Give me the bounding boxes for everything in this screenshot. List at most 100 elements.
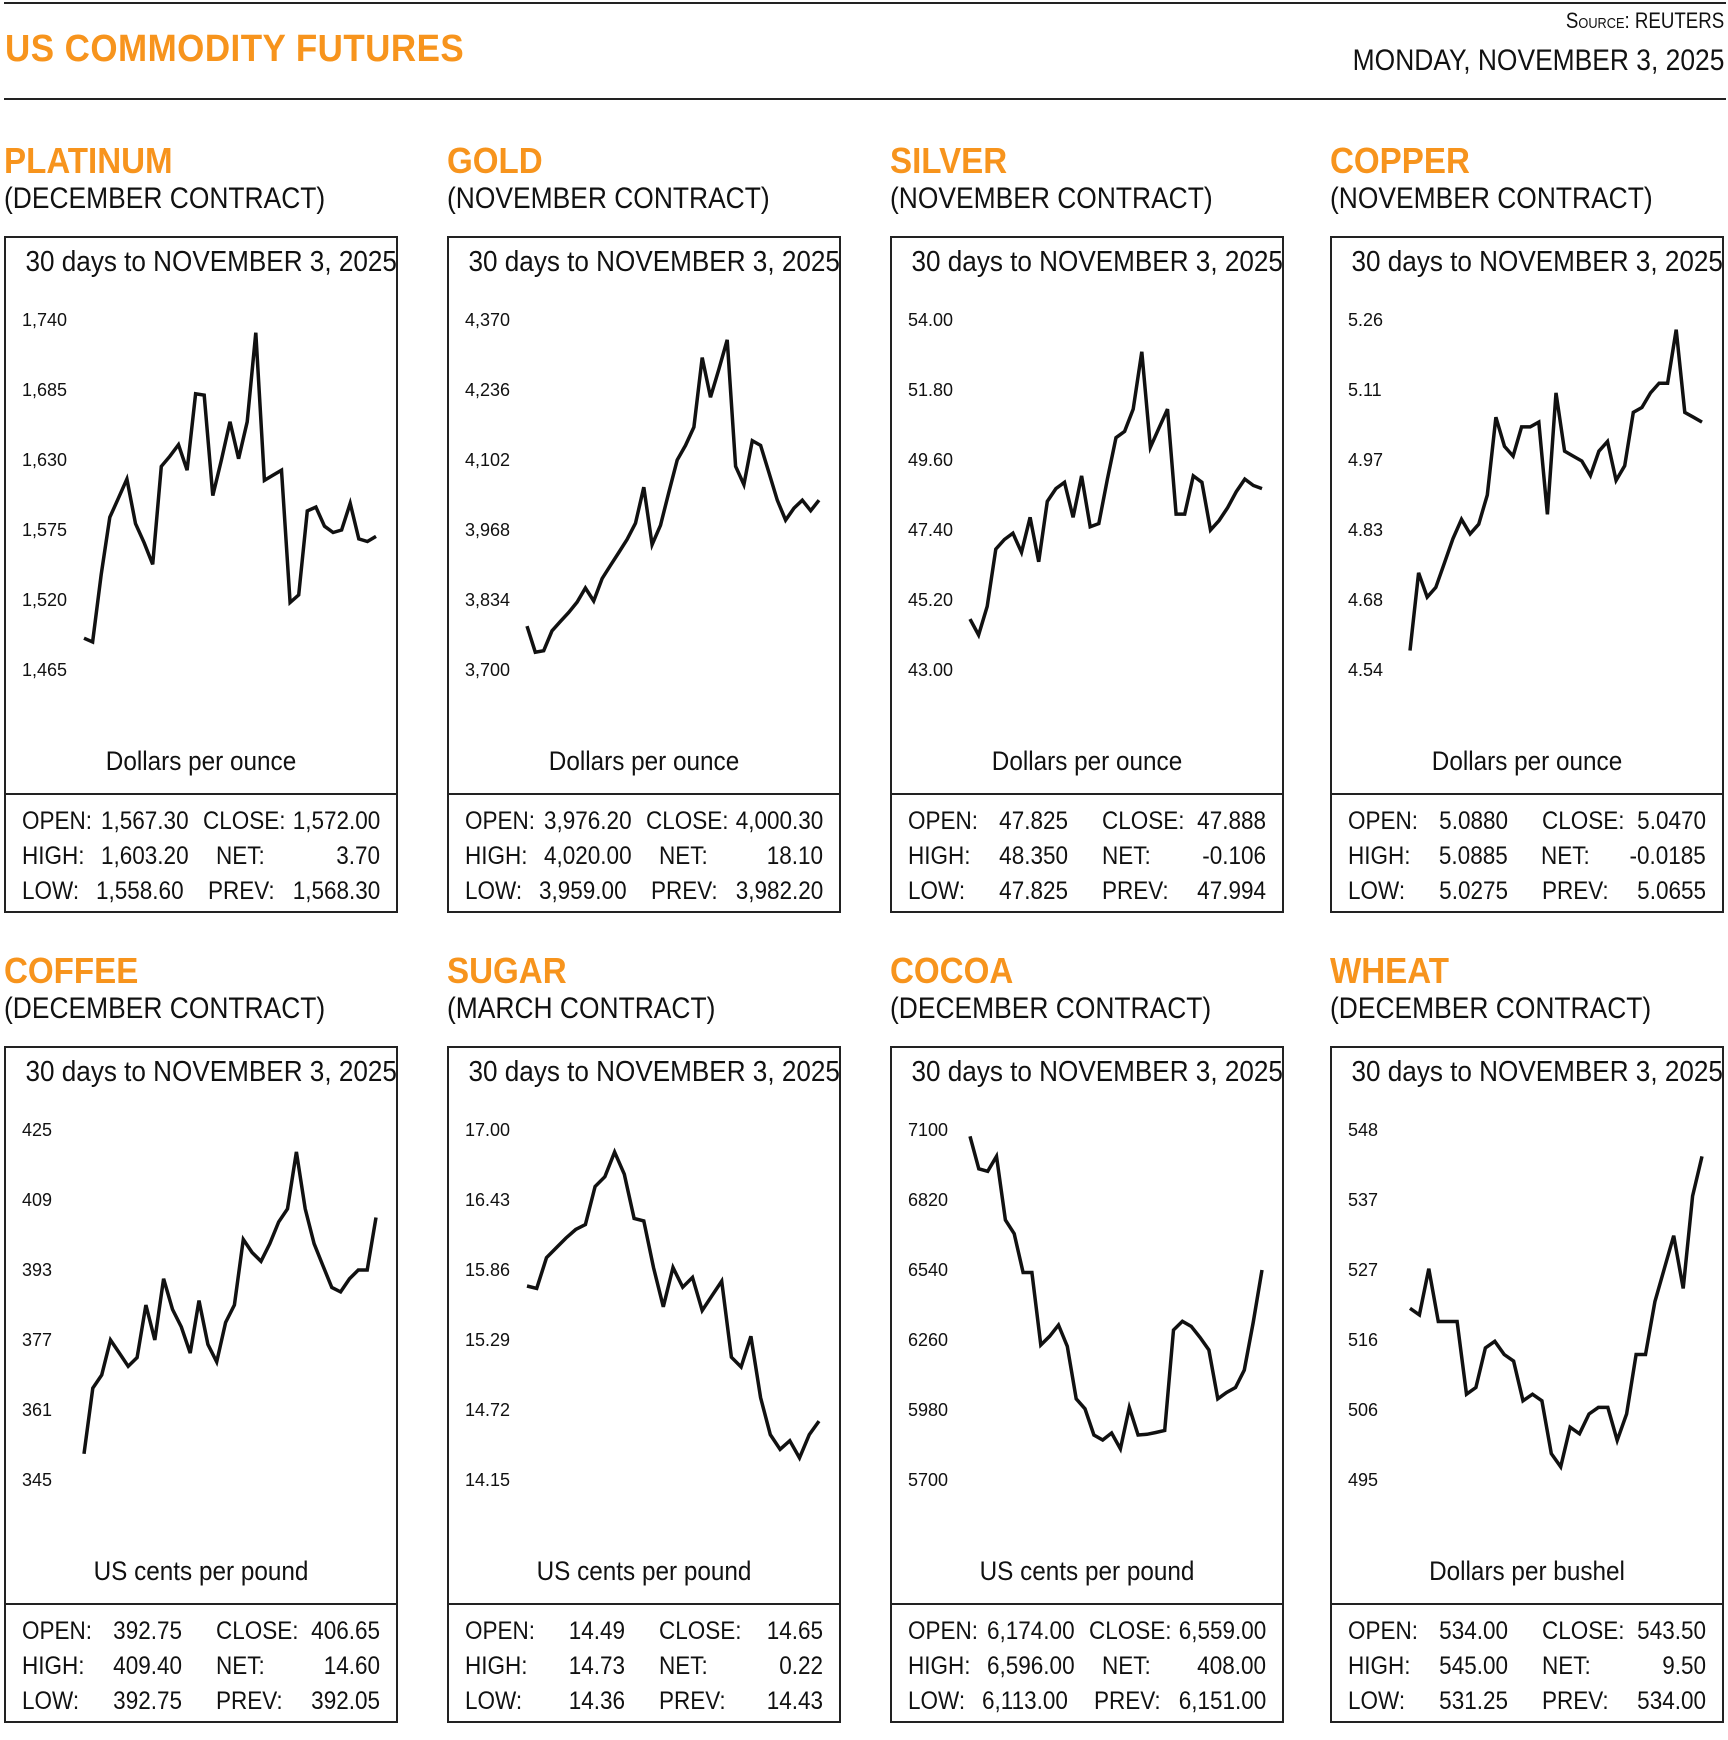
stats-divider — [892, 793, 1282, 795]
open-value: 392.75 — [101, 1617, 182, 1646]
y-tick-label: 393 — [22, 1260, 52, 1280]
stats-table: OPEN: 3,976.20 CLOSE: 4,000.30 HIGH: 4,0… — [465, 804, 823, 909]
unit-label: US cents per pound — [912, 1556, 1263, 1587]
stats-row-high: HIGH: 6,596.00 NET: 408.00 — [908, 1649, 1266, 1684]
y-tick-label: 4.83 — [1348, 520, 1383, 540]
high-value: 6,596.00 — [987, 1652, 1068, 1681]
unit-label: Dollars per ounce — [26, 746, 377, 777]
stats-divider — [6, 793, 396, 795]
low-value: 14.36 — [544, 1687, 625, 1716]
prev-label: PREV: — [1094, 1687, 1161, 1716]
close-value: 543.50 — [1630, 1617, 1706, 1646]
open-value: 47.825 — [987, 807, 1068, 836]
open-label: OPEN: — [465, 1617, 528, 1646]
panel-coffee: COFFEE (DECEMBER CONTRACT) 30 days to NO… — [4, 950, 404, 1740]
close-label: CLOSE: — [646, 807, 718, 836]
high-value: 409.40 — [101, 1652, 182, 1681]
net-label: NET: — [216, 842, 288, 871]
price-line — [970, 1136, 1262, 1449]
low-label: LOW: — [22, 1687, 85, 1716]
y-tick-label: 4.68 — [1348, 590, 1383, 610]
stats-row-low: LOW: 3,959.00 PREV: 3,982.20 — [465, 874, 823, 909]
stats-row-open: OPEN: 3,976.20 CLOSE: 4,000.30 — [465, 804, 823, 839]
stats-divider — [449, 793, 839, 795]
prev-label: PREV: — [1102, 877, 1174, 906]
stats-row-high: HIGH: 1,603.20 NET: 3.70 — [22, 839, 380, 874]
high-value: 4,020.00 — [544, 842, 625, 871]
y-tick-label: 537 — [1348, 1190, 1378, 1210]
high-value: 48.350 — [987, 842, 1068, 871]
open-label: OPEN: — [22, 1617, 85, 1646]
low-label: LOW: — [22, 877, 80, 906]
stats-row-open: OPEN: 14.49 CLOSE: 14.65 — [465, 1614, 823, 1649]
y-tick-label: 49.60 — [908, 450, 953, 470]
source-credit: Source: REUTERS — [1566, 8, 1724, 34]
stats-row-open: OPEN: 534.00 CLOSE: 543.50 — [1348, 1614, 1706, 1649]
unit-label: Dollars per bushel — [1352, 1556, 1703, 1587]
contract-label: (MARCH CONTRACT) — [447, 992, 715, 1026]
net-value: -0.106 — [1190, 842, 1266, 871]
stats-divider — [6, 1603, 396, 1605]
close-value: 47.888 — [1190, 807, 1266, 836]
chart-subtitle: 30 days to NOVEMBER 3, 2025 — [1352, 1056, 1703, 1089]
y-tick-label: 15.29 — [465, 1330, 510, 1350]
contract-label: (DECEMBER CONTRACT) — [890, 992, 1211, 1026]
net-value: 18.10 — [747, 842, 823, 871]
commodity-name: COCOA — [890, 950, 1013, 992]
stats-row-low: LOW: 5.0275 PREV: 5.0655 — [1348, 874, 1706, 909]
panel-platinum: PLATINUM (DECEMBER CONTRACT) 30 days to … — [4, 140, 404, 930]
price-line — [527, 1152, 819, 1458]
net-label: NET: — [1102, 842, 1174, 871]
price-line — [1410, 1156, 1702, 1466]
open-label: OPEN: — [465, 807, 528, 836]
y-tick-label: 1,575 — [22, 520, 67, 540]
commodity-name: SILVER — [890, 140, 1007, 182]
stats-divider — [1332, 1603, 1722, 1605]
y-tick-label: 1,520 — [22, 590, 67, 610]
stats-row-open: OPEN: 47.825 CLOSE: 47.888 — [908, 804, 1266, 839]
panel-copper: COPPER (NOVEMBER CONTRACT) 30 days to NO… — [1330, 140, 1728, 930]
commodity-name: COFFEE — [4, 950, 138, 992]
y-tick-label: 3,700 — [465, 660, 510, 680]
open-value: 14.49 — [544, 1617, 625, 1646]
stats-table: OPEN: 534.00 CLOSE: 543.50 HIGH: 545.00 … — [1348, 1614, 1706, 1719]
stats-row-high: HIGH: 14.73 NET: 0.22 — [465, 1649, 823, 1684]
low-label: LOW: — [1348, 1687, 1411, 1716]
open-label: OPEN: — [22, 807, 85, 836]
close-label: CLOSE: — [659, 1617, 731, 1646]
stats-row-low: LOW: 392.75 PREV: 392.05 — [22, 1684, 380, 1719]
stats-row-open: OPEN: 5.0880 CLOSE: 5.0470 — [1348, 804, 1706, 839]
stats-row-high: HIGH: 545.00 NET: 9.50 — [1348, 1649, 1706, 1684]
y-tick-label: 47.40 — [908, 520, 953, 540]
y-tick-label: 4.97 — [1348, 450, 1383, 470]
contract-label: (DECEMBER CONTRACT) — [4, 992, 325, 1026]
chart-subtitle: 30 days to NOVEMBER 3, 2025 — [469, 246, 820, 279]
y-tick-label: 1,465 — [22, 660, 67, 680]
close-label: CLOSE: — [1542, 1617, 1614, 1646]
close-value: 14.65 — [747, 1617, 823, 1646]
low-label: LOW: — [1348, 877, 1411, 906]
stats-divider — [1332, 793, 1722, 795]
open-value: 6,174.00 — [987, 1617, 1068, 1646]
unit-label: Dollars per ounce — [469, 746, 820, 777]
panel-gold: GOLD (NOVEMBER CONTRACT) 30 days to NOVE… — [447, 140, 847, 930]
high-label: HIGH: — [908, 1652, 971, 1681]
prev-label: PREV: — [1542, 877, 1614, 906]
close-value: 4,000.30 — [735, 807, 823, 836]
price-line — [1410, 330, 1702, 651]
stats-table: OPEN: 392.75 CLOSE: 406.65 HIGH: 409.40 … — [22, 1614, 380, 1719]
open-label: OPEN: — [908, 807, 971, 836]
high-label: HIGH: — [22, 1652, 85, 1681]
y-tick-label: 495 — [1348, 1470, 1378, 1490]
y-tick-label: 6820 — [908, 1190, 948, 1210]
low-label: LOW: — [465, 877, 523, 906]
unit-label: Dollars per ounce — [912, 746, 1263, 777]
